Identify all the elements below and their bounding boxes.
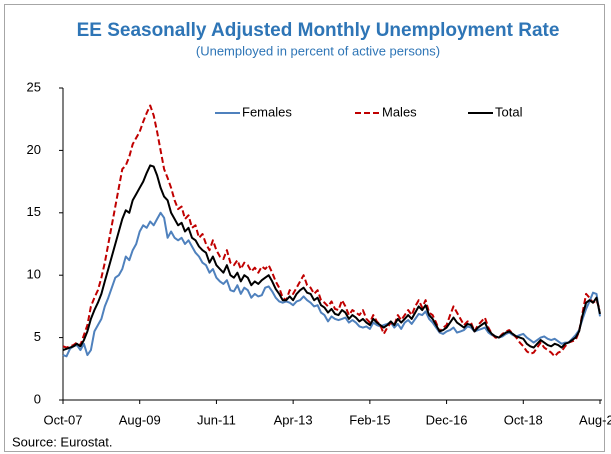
source-note: Source: Eurostat. xyxy=(12,434,112,449)
series-line xyxy=(62,104,601,358)
chart-subtitle: (Unemployed in percent of active persons… xyxy=(196,43,440,58)
y-tick-label: 0 xyxy=(34,391,41,406)
y-tick-label: 25 xyxy=(27,79,41,94)
legend-label: Males xyxy=(382,104,417,119)
y-tick-label: 10 xyxy=(27,267,41,282)
series-line xyxy=(62,164,601,352)
x-tick-label: Aug-09 xyxy=(119,412,161,427)
series-line xyxy=(62,211,601,358)
x-tick-label: Oct-07 xyxy=(43,412,82,427)
legend-label: Females xyxy=(242,104,292,119)
y-tick-label: 20 xyxy=(27,142,41,157)
x-tick-label: Oct-18 xyxy=(504,412,543,427)
x-tick-label: Aug-20 xyxy=(579,412,611,427)
y-tick-label: 5 xyxy=(34,329,41,344)
x-tick-label: Feb-15 xyxy=(349,412,390,427)
x-tick-label: Apr-13 xyxy=(274,412,313,427)
legend-label: Total xyxy=(495,104,523,119)
x-tick-label: Jun-11 xyxy=(197,412,236,427)
x-tick-label: Dec-16 xyxy=(426,412,468,427)
y-tick-label: 15 xyxy=(27,204,41,219)
chart-title: EE Seasonally Adjusted Monthly Unemploym… xyxy=(77,20,560,41)
frame xyxy=(4,4,605,452)
